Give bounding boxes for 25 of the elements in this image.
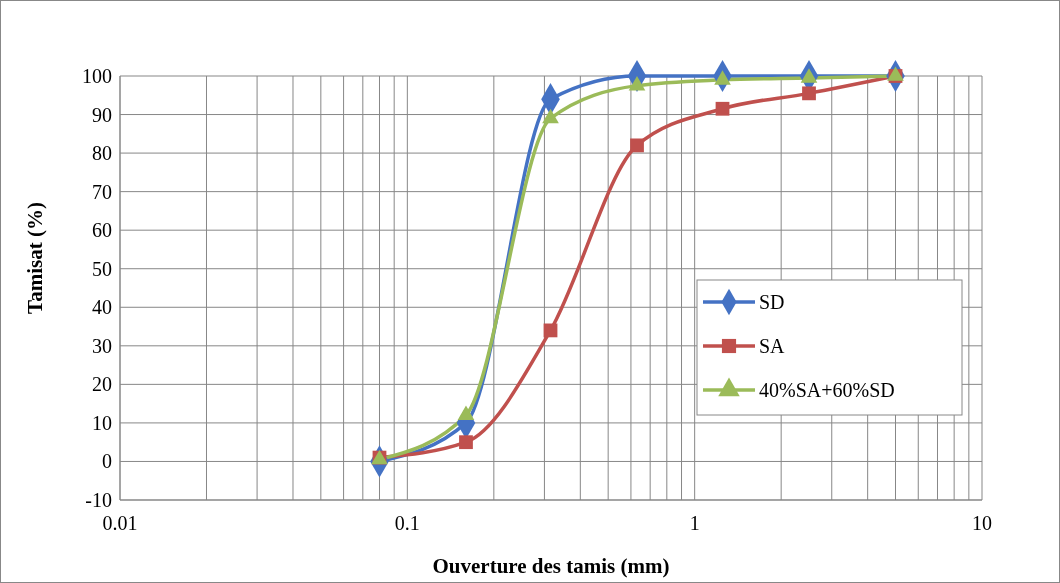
- point: [715, 101, 730, 116]
- x-tick-label: 1: [689, 512, 700, 534]
- y-tick-label: 40: [92, 296, 112, 319]
- x-tick-label: 0.1: [394, 512, 420, 534]
- y-tick-label: 100: [82, 65, 112, 87]
- y-tick-label: -10: [85, 489, 112, 511]
- y-tick-label: 20: [92, 373, 112, 396]
- x-axis-title: Ouverture des tamis (mm): [432, 554, 670, 578]
- y-tick-label: 70: [92, 180, 112, 203]
- y-tick-label: 60: [92, 219, 112, 242]
- y-tick-label: 10: [92, 411, 112, 434]
- y-axis-title: Tamisat (%): [23, 202, 47, 314]
- x-tick-label: 10: [972, 512, 992, 534]
- y-tick-label: 30: [92, 334, 112, 357]
- point: [459, 435, 473, 450]
- point: [630, 138, 644, 153]
- y-tick-label: 50: [92, 257, 112, 280]
- y-tick-label: 0: [102, 450, 112, 473]
- legend-label: 40%SA+60%SD: [759, 379, 895, 401]
- legend-label: SD: [759, 291, 785, 313]
- x-tick-label: 0.01: [102, 512, 138, 534]
- y-tick-label: 80: [92, 142, 112, 165]
- legend-label: SA: [759, 335, 786, 357]
- y-tick-label: 90: [92, 103, 112, 126]
- point: [802, 86, 816, 101]
